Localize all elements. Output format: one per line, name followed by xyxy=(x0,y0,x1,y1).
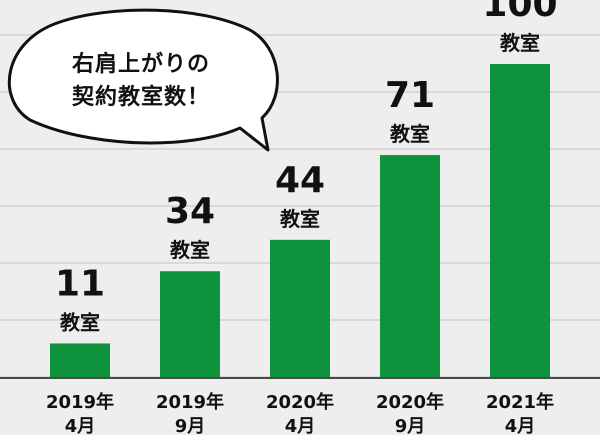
bar-unit-label: 教室 xyxy=(500,31,540,55)
value-labels: 11 教室 34 教室 44 教室 71 教室 100 教室 xyxy=(55,0,558,334)
bar-unit-label: 教室 xyxy=(60,310,100,334)
bars xyxy=(50,63,550,379)
x-tick-label: 2019年 9月 xyxy=(156,391,224,435)
x-tick-label: 2020年 9月 xyxy=(376,391,444,435)
bar-value-label: 100 xyxy=(482,0,557,25)
bar xyxy=(380,155,440,378)
callout-line-2: 契約教室数！ xyxy=(71,85,210,110)
callout-text: 右肩上がりの 契約教室数！ xyxy=(36,48,246,114)
x-tick-label: 2019年 4月 xyxy=(46,391,114,435)
bar xyxy=(50,343,110,378)
bar-unit-label: 教室 xyxy=(390,122,430,146)
speech-bubble-shape xyxy=(7,8,279,152)
bar xyxy=(270,239,330,378)
bar-unit-label: 教室 xyxy=(280,207,320,231)
bar-value-label: 11 xyxy=(55,263,105,304)
bar-unit-label: 教室 xyxy=(170,238,210,262)
bar-value-label: 34 xyxy=(165,191,215,232)
bar xyxy=(490,63,550,379)
bar-value-label: 71 xyxy=(385,75,435,116)
x-tick-label: 2021年 4月 xyxy=(486,391,554,435)
callout-line-1: 右肩上がりの xyxy=(71,52,210,77)
bar xyxy=(160,271,220,378)
bar-value-label: 44 xyxy=(275,160,325,201)
x-tick-label: 2020年 4月 xyxy=(266,391,334,435)
x-tick-labels: 2019年 4月 2019年 9月 2020年 4月 2020年 9月 2021年 4月 xyxy=(46,391,554,435)
